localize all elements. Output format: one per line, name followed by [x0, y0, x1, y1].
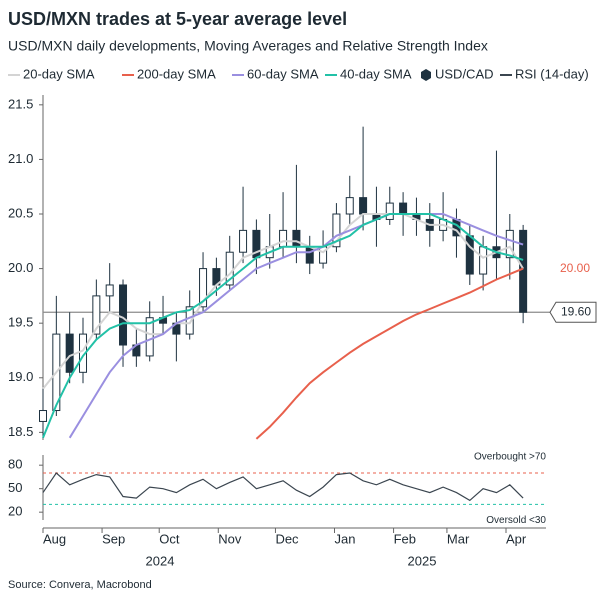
x-tick-label: Dec	[275, 531, 299, 546]
candle-body	[305, 246, 314, 264]
candle-body	[399, 202, 408, 215]
candle-body	[479, 246, 488, 275]
y-tick-label: 19.5	[8, 315, 33, 330]
sma-line	[68, 213, 524, 439]
y-tick-label: 80	[8, 457, 22, 472]
legend-swatch	[421, 69, 431, 81]
candle-body	[199, 268, 208, 308]
year-label: 2024	[146, 553, 175, 568]
candle-body	[105, 284, 114, 297]
reference-label: Oversold <30	[486, 515, 546, 526]
y-tick-label: 21.5	[8, 96, 33, 111]
x-tick-label: Aug	[43, 531, 66, 546]
candle-body	[385, 202, 394, 220]
sma-line	[42, 213, 524, 439]
candle-body	[279, 229, 288, 248]
candle-body	[519, 229, 528, 313]
x-tick-label: Sep	[102, 531, 125, 546]
candle-body	[79, 333, 88, 373]
legend-label: 20-day SMA	[23, 66, 95, 81]
reference-label: 19.60	[561, 304, 591, 318]
y-tick-label: 20.5	[8, 205, 33, 220]
candle-body	[39, 410, 47, 422]
y-tick-label: 20.0	[8, 260, 33, 275]
legend-label: 40-day SMA	[340, 66, 412, 81]
x-tick-label: Nov	[218, 531, 242, 546]
legend-label: RSI (14-day)	[515, 66, 589, 81]
candle-body	[185, 306, 194, 335]
chart-title: USD/MXN trades at 5-year average level	[8, 9, 347, 29]
legend-label: 200-day SMA	[137, 66, 216, 81]
y-tick-label: 20	[8, 504, 22, 519]
candle-body	[292, 229, 301, 248]
candle-body	[239, 229, 248, 253]
reference-box	[549, 301, 597, 323]
chart-subtitle: USD/MXN daily developments, Moving Avera…	[8, 38, 488, 54]
candle-body	[345, 197, 354, 215]
candle-body	[505, 229, 514, 259]
source: Source: Convera, Macrobond	[8, 579, 152, 591]
sma-line	[255, 267, 524, 440]
x-tick-label: Mar	[447, 531, 470, 546]
sma-line	[42, 213, 524, 390]
year-label: 2025	[408, 553, 437, 568]
candle-body	[332, 213, 341, 248]
candle-body	[92, 295, 101, 335]
x-tick-label: Feb	[394, 531, 416, 546]
x-tick-label: Jan	[335, 531, 356, 546]
x-tick-label: Oct	[159, 531, 180, 546]
x-tick-label: Apr	[506, 531, 527, 546]
candle-body	[145, 317, 154, 357]
y-tick-label: 21.0	[8, 151, 33, 166]
y-tick-label: 18.5	[8, 424, 33, 439]
candle-body	[65, 333, 74, 373]
y-tick-label: 19.0	[8, 369, 33, 384]
candle-body	[119, 284, 128, 346]
rsi-line	[42, 472, 524, 502]
legend-label: USD/CAD	[435, 66, 494, 81]
legend-label: 60-day SMA	[247, 66, 319, 81]
candle-body	[359, 197, 368, 215]
candle-body	[465, 235, 474, 275]
end-label: 20.00	[560, 261, 590, 275]
y-tick-label: 50	[8, 480, 22, 495]
reference-label: Overbought >70	[474, 452, 546, 463]
